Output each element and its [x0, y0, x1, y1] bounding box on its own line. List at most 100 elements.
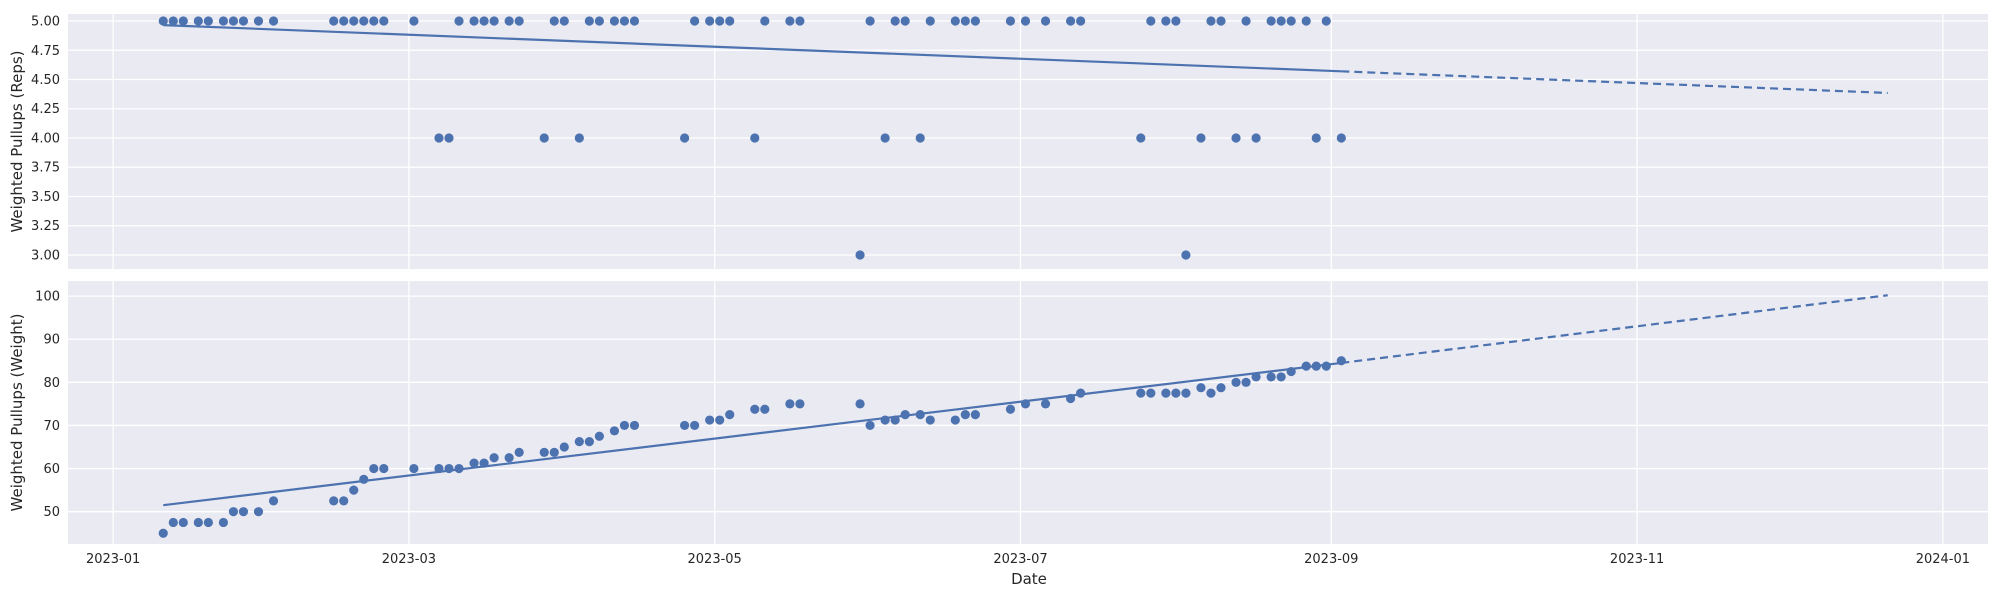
reps-trendline: [163, 24, 1888, 95]
data-point: [218, 517, 229, 528]
data-point: [1266, 16, 1276, 26]
data-point: [559, 442, 569, 452]
data-point: [454, 16, 464, 26]
data-point: [705, 16, 715, 26]
data-point: [168, 16, 178, 26]
data-point: [1171, 16, 1181, 26]
data-point: [158, 528, 168, 538]
data-point: [339, 496, 349, 506]
data-point: [539, 447, 549, 457]
data-point: [504, 16, 514, 26]
x-tick-label: 2023-03: [382, 552, 436, 567]
x-axis-label: Date: [1011, 570, 1047, 588]
data-point: [970, 410, 980, 420]
data-point: [469, 16, 479, 26]
data-point: [1216, 383, 1226, 393]
data-point: [619, 420, 630, 431]
data-point: [379, 16, 389, 26]
data-point: [785, 399, 795, 409]
data-point: [329, 496, 339, 506]
data-point: [1231, 377, 1241, 387]
x-tick-label: 2023-01: [86, 552, 140, 567]
y-tick-label: 70: [43, 419, 60, 434]
reps-panel: 3.00 3.25 3.50 3.75 4.00 4.25 4.50 4.75 5.00 Wei…: [8, 14, 1988, 269]
y-tick-label: 4.50: [31, 73, 60, 88]
data-point: [925, 415, 935, 425]
data-point: [444, 133, 454, 143]
data-point: [1005, 404, 1016, 414]
data-point: [925, 16, 935, 26]
data-point: [609, 426, 620, 436]
data-point: [690, 420, 700, 431]
data-point: [584, 437, 594, 447]
x-tick-label: 2024-01: [1916, 552, 1970, 567]
data-point: [359, 16, 369, 26]
y-tick-label: 90: [43, 333, 60, 348]
data-point: [349, 485, 359, 495]
data-point: [1066, 16, 1076, 26]
data-point: [1321, 16, 1331, 26]
data-point: [705, 415, 715, 425]
data-point: [619, 16, 630, 26]
data-point: [514, 447, 524, 457]
data-point: [680, 420, 690, 431]
data-point: [795, 16, 805, 26]
data-point: [680, 133, 690, 143]
data-point: [1196, 383, 1206, 393]
y-tick-label: 60: [43, 462, 60, 477]
data-point: [489, 453, 499, 463]
data-point: [178, 517, 188, 528]
data-point: [1146, 388, 1156, 398]
weight-y-axis-label: Weighted Pullups (Weight): [8, 314, 26, 512]
y-tick-label: 100: [35, 290, 60, 305]
data-point: [750, 133, 760, 143]
y-tick-label: 4.00: [31, 131, 60, 146]
data-point: [1241, 377, 1251, 387]
weight-trendline: [163, 294, 1888, 507]
x-tick-label: 2023-07: [993, 552, 1047, 567]
data-point: [238, 507, 249, 517]
data-point: [690, 16, 700, 26]
data-point: [1266, 372, 1276, 382]
data-point: [1251, 372, 1261, 382]
data-point: [444, 463, 454, 474]
data-point: [574, 133, 584, 143]
x-tick-label: 2023-11: [1610, 552, 1664, 567]
trendline-forecast: [1341, 70, 1888, 95]
y-tick-label: 3.00: [31, 248, 60, 263]
date-x-ticks: 2023-01 2023-03 2023-05 2023-07 2023-09 2023-…: [86, 552, 1970, 567]
data-point: [855, 250, 865, 260]
data-point: [193, 517, 203, 528]
data-point: [253, 16, 264, 26]
data-point: [880, 415, 890, 425]
data-point: [960, 410, 970, 420]
data-point: [795, 399, 805, 409]
data-point: [1020, 16, 1031, 26]
data-point: [489, 16, 499, 26]
data-point: [369, 463, 379, 474]
x-tick-label: 2023-09: [1304, 552, 1358, 567]
data-point: [950, 16, 960, 26]
data-point: [785, 16, 795, 26]
data-point: [1020, 399, 1031, 409]
data-point: [1216, 16, 1226, 26]
y-tick-label: 50: [43, 505, 60, 520]
data-point: [193, 16, 203, 26]
data-point: [629, 16, 640, 26]
data-point: [1241, 16, 1251, 26]
reps-y-ticks: 3.00 3.25 3.50 3.75 4.00 4.25 4.50 4.75 5.00: [31, 15, 60, 264]
y-tick-label: 3.25: [31, 219, 60, 234]
data-point: [158, 16, 168, 26]
data-point: [584, 16, 594, 26]
trendline-forecast: [1341, 294, 1888, 365]
data-point: [369, 16, 379, 26]
data-point: [228, 16, 239, 26]
data-point: [329, 16, 339, 26]
data-point: [1311, 133, 1321, 143]
weight-points: [158, 356, 1346, 538]
data-point: [1066, 393, 1076, 404]
trendline-fit: [163, 361, 1342, 507]
data-point: [409, 16, 419, 26]
